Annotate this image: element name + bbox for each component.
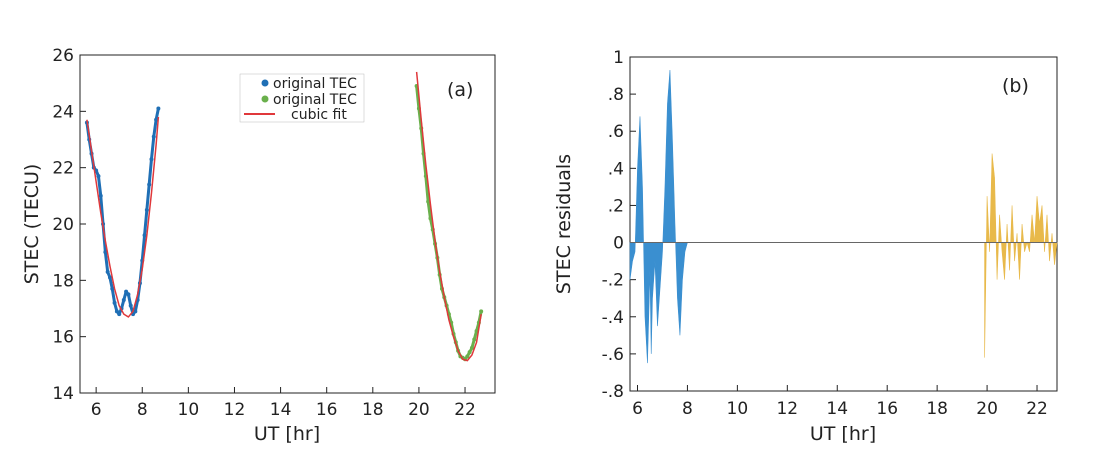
panel-a-point — [147, 182, 152, 187]
panel-b-x-tick-label: 12 — [776, 399, 798, 419]
panel-b-y-tick-label: 0 — [613, 234, 624, 254]
panel-a-x-tick-label: 6 — [91, 400, 102, 420]
panel-a-x-tick-label: 20 — [408, 400, 430, 420]
panel-a: 14 16 18 20 22 24 26 6 8 10 12 14 16 18 20 22 (a) UT [… — [21, 46, 496, 445]
panel-a-point — [154, 117, 159, 122]
panel-a-point — [151, 134, 156, 139]
panel-b-x-tick-label: 16 — [876, 399, 898, 419]
panel-a-point — [110, 286, 115, 291]
panel-a-cubic-fit-line-1 — [415, 71, 482, 362]
panel-a-point — [126, 292, 131, 297]
panel-b-y-tick-label: .4 — [608, 159, 624, 179]
panel-b-x-tick-label: 14 — [826, 399, 848, 419]
legend-label-2: original TEC — [273, 92, 357, 108]
panel-b-y-ticks: -.8 -.6 -.4 -.2 0 .2 .4 .6 .8 1 — [602, 48, 636, 402]
panel-a-point — [112, 300, 117, 305]
panel-b-y-tick-label: 1 — [613, 48, 624, 68]
panel-b-x-axis-title: UT [hr] — [810, 423, 876, 445]
panel-a-y-tick-label: 26 — [52, 46, 74, 66]
panel-a-point — [121, 298, 126, 303]
panel-b-x-tick-label: 10 — [727, 399, 749, 419]
panel-a-y-tick-label: 16 — [52, 328, 74, 348]
panel-a-y-tick-label: 20 — [52, 215, 74, 235]
panel-a-legend: original TEC original TEC cubic fit — [239, 73, 365, 123]
panel-a-y-tick-label: 22 — [52, 159, 74, 179]
panel-b-label: (b) — [1002, 75, 1029, 97]
panel-a-point — [149, 157, 154, 162]
panel-a-point — [107, 275, 112, 280]
panel-b-y-tick-label: -.4 — [602, 308, 624, 328]
panel-a-point — [128, 303, 133, 308]
panel-a-point — [142, 233, 147, 238]
panel-a-point — [156, 106, 161, 111]
panel-b-x-ticks: 6 8 10 12 14 16 18 20 22 — [632, 385, 1048, 419]
panel-a-point — [133, 309, 138, 314]
panel-a-x-tick-label: 14 — [270, 400, 292, 420]
panel-a-series — [84, 71, 484, 362]
panel-a-x-tick-label: 8 — [137, 400, 148, 420]
panel-b-y-tick-label: -.8 — [602, 382, 624, 402]
panel-b: -.8-.6-.4-.20.2.4.6.81 6 8 10 12 14 16 18 20 22 … — [553, 48, 1058, 445]
panel-b-y-tick-label: -.2 — [602, 271, 624, 291]
panel-a-x-tick-label: 12 — [224, 400, 246, 420]
panel-a-point — [103, 250, 108, 255]
panel-b-residual-area-1 — [984, 153, 1058, 358]
panel-a-x-tick-label: 18 — [362, 400, 384, 420]
panel-b-y-tick-label: .6 — [608, 122, 624, 142]
panel-a-x-ticks: 6 8 10 12 14 16 18 20 22 — [91, 387, 476, 420]
panel-b-plot-area — [629, 56, 1058, 392]
panel-b-x-tick-label: 20 — [976, 399, 998, 419]
panel-a-point — [117, 312, 122, 317]
panel-a-y-tick-label: 24 — [52, 102, 74, 122]
legend-label-3: cubic fit — [291, 107, 347, 123]
panel-a-point — [98, 193, 103, 198]
panel-a-label: (a) — [447, 79, 473, 101]
panel-a-point — [465, 354, 470, 359]
panel-b-y-tick-label: .2 — [608, 196, 624, 216]
panel-a-series-0-trace — [85, 108, 160, 316]
panel-b-y-tick-label: -.6 — [602, 345, 624, 365]
panel-a-point — [105, 269, 110, 274]
panel-b-x-tick-label: 22 — [1026, 399, 1048, 419]
panel-a-point — [426, 199, 431, 204]
legend-marker-original-tec-green — [261, 95, 269, 103]
panel-a-y-tick-label: 18 — [52, 271, 74, 291]
panel-a-x-axis-title: UT [hr] — [254, 423, 320, 445]
panel-b-x-tick-label: 18 — [926, 399, 948, 419]
panel-a-point — [114, 309, 119, 314]
panel-a-y-ticks: 14 16 18 20 22 24 26 — [52, 46, 86, 404]
panel-a-x-tick-label: 10 — [178, 400, 200, 420]
panel-a-point — [467, 350, 472, 355]
legend-label-1: original TEC — [273, 76, 357, 92]
panel-b-y-tick-label: .8 — [608, 85, 624, 105]
panel-a-point — [479, 309, 484, 314]
panel-a-point — [469, 345, 474, 350]
panel-b-x-tick-label: 8 — [682, 399, 693, 419]
panel-a-cubic-fit-line-0 — [86, 116, 160, 318]
panel-a-point — [96, 174, 101, 179]
legend-marker-original-tec-blue — [261, 79, 269, 87]
panel-a-point — [472, 337, 477, 342]
panel-a-x-tick-label: 22 — [454, 400, 476, 420]
panel-b-y-axis-title: STEC residuals — [553, 154, 575, 294]
panel-a-y-tick-label: 14 — [52, 384, 74, 404]
panel-a-point — [124, 289, 129, 294]
panel-a-x-tick-label: 16 — [316, 400, 338, 420]
panel-a-y-axis-title: STEC (TECU) — [21, 164, 43, 285]
panel-a-point — [144, 207, 149, 212]
panel-b-x-tick-label: 6 — [632, 399, 643, 419]
